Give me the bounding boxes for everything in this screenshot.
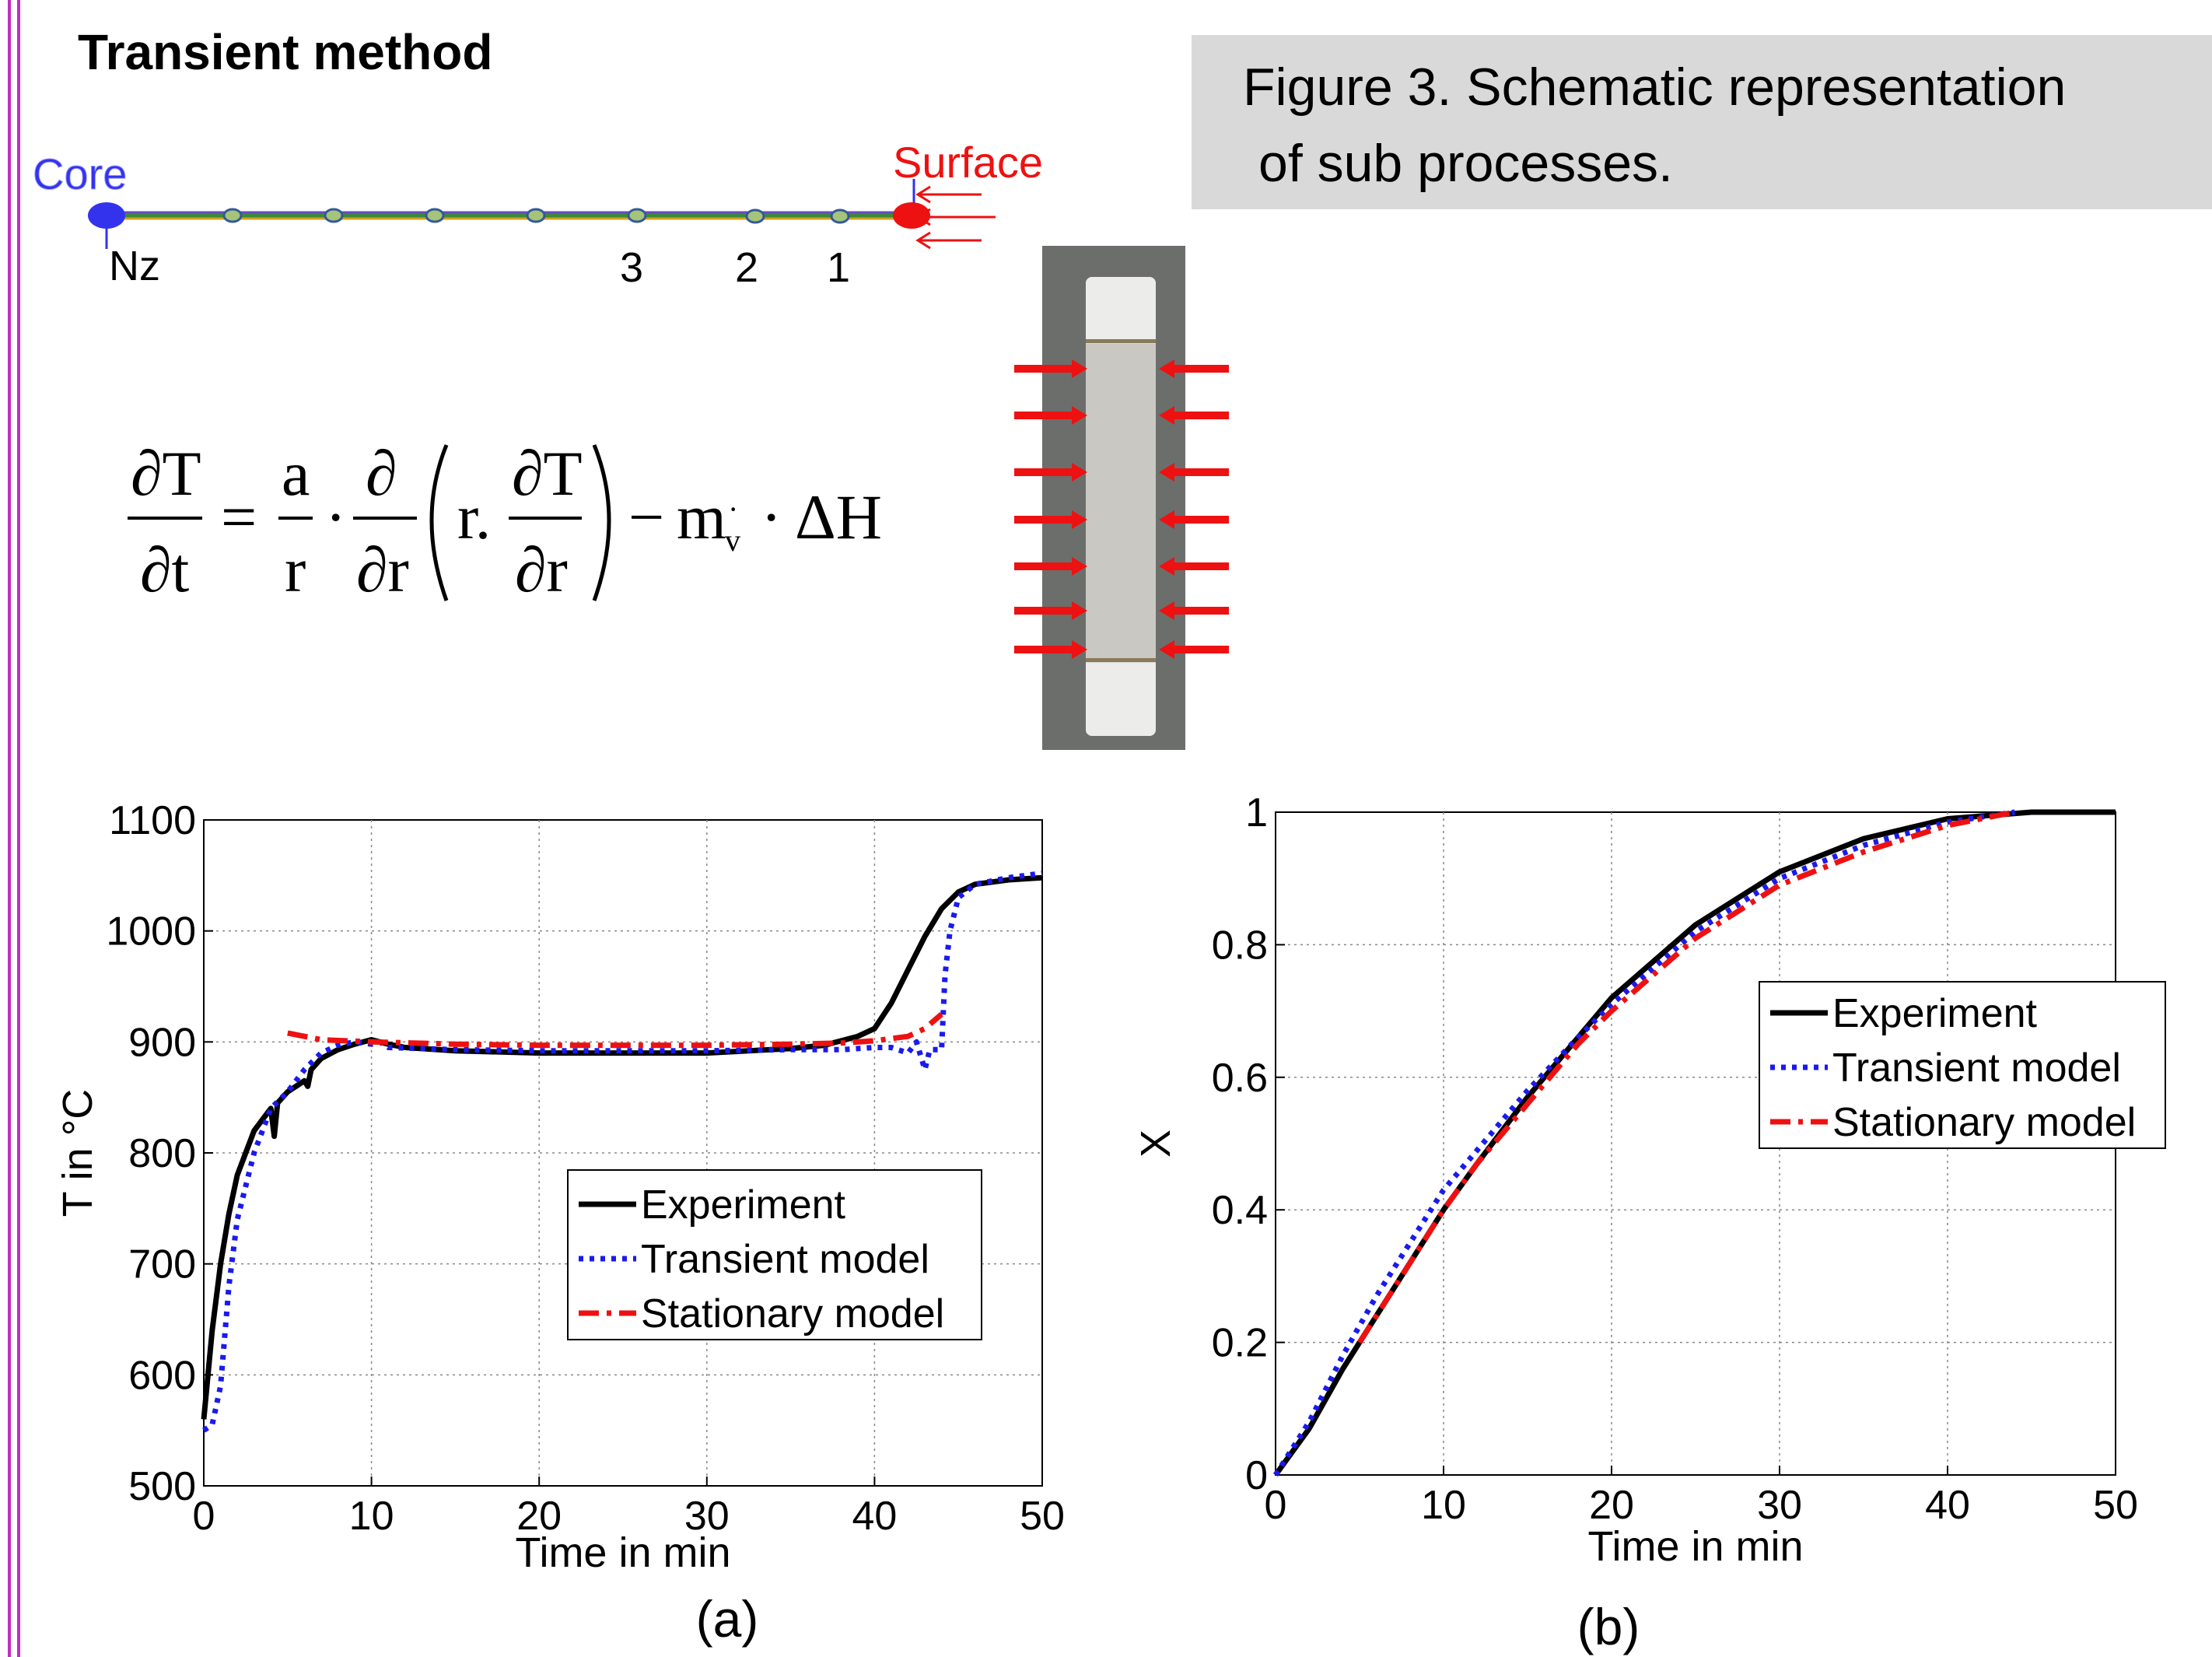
surface-node xyxy=(893,202,930,229)
eq-m-subscript: v xyxy=(725,523,740,558)
left-border-line-inner xyxy=(17,0,20,1657)
heat-equation: ∂T ∂t = a r · ∂ ∂r r. ∂T ∂r − m · v · ΔH xyxy=(128,438,882,605)
eq-dot-1: · xyxy=(325,482,346,552)
figure-caption-box: Figure 3. Schematic representation of su… xyxy=(1192,35,2212,209)
eq-equals: = xyxy=(221,482,257,552)
node-label-nz: Nz xyxy=(109,243,160,289)
left-border-line xyxy=(8,0,11,1657)
eq-a: a xyxy=(282,438,310,509)
node-label-2: 2 xyxy=(735,244,758,291)
eq-lhs-denominator: ∂t xyxy=(140,534,190,605)
eq-left-paren xyxy=(429,444,449,601)
slide-title: Transient method xyxy=(78,24,493,80)
interior-node xyxy=(222,208,243,223)
core-node xyxy=(88,202,125,229)
interior-node xyxy=(324,208,344,223)
eq-d-numerator: ∂ xyxy=(366,438,397,509)
eq-minus: − xyxy=(628,482,664,552)
sample-photo xyxy=(1042,246,1185,750)
eq-m-dot: · xyxy=(728,492,738,527)
surface-label: Surface xyxy=(893,138,1043,187)
caption-line-2: of sub processes. xyxy=(1258,134,1673,193)
eq-m: m xyxy=(677,482,726,552)
node-label-1: 1 xyxy=(827,244,850,291)
eq-right-paren xyxy=(592,444,611,601)
core-label: Core xyxy=(33,149,127,198)
interior-node xyxy=(830,208,850,224)
eq-delta-h: ΔH xyxy=(795,482,882,552)
caption-line-1: Figure 3. Schematic representation xyxy=(1243,58,2067,117)
interior-node xyxy=(526,208,546,223)
eq-d-denominator: ∂r xyxy=(356,534,409,605)
eq-inner-r: r. xyxy=(457,482,491,552)
interior-node xyxy=(627,208,647,223)
eq-dT-denominator: ∂r xyxy=(515,534,568,605)
node-label-3: 3 xyxy=(620,244,643,291)
eq-dot-2: · xyxy=(761,482,782,552)
surface-heat-arrows xyxy=(915,185,996,250)
eq-dT-numerator: ∂T xyxy=(512,438,583,509)
interior-node xyxy=(745,208,765,224)
interior-node xyxy=(425,208,445,223)
eq-lhs-numerator: ∂T xyxy=(131,438,201,509)
eq-r: r xyxy=(285,534,306,605)
